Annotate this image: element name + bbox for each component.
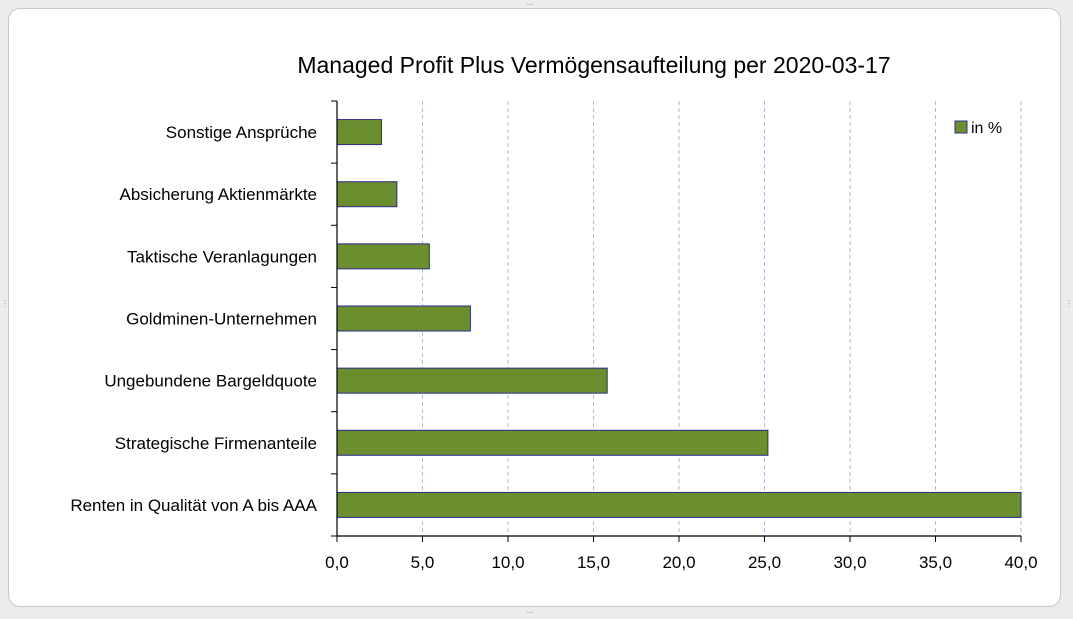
x-tick-label: 5,0 xyxy=(411,553,435,572)
resize-handle-left[interactable]: ⋮ xyxy=(1,299,9,308)
x-tick-label: 25,0 xyxy=(748,553,781,572)
category-label: Ungebundene Bargeldquote xyxy=(104,372,317,391)
x-tick-label: 40,0 xyxy=(1004,553,1037,572)
x-tick-label: 15,0 xyxy=(577,553,610,572)
x-tick-label: 20,0 xyxy=(662,553,695,572)
x-tick-label: 30,0 xyxy=(833,553,866,572)
bar xyxy=(336,429,769,456)
category-label: Goldminen-Unternehmen xyxy=(126,310,317,329)
bar xyxy=(336,243,430,270)
resize-handle-bottom[interactable]: ···· xyxy=(526,608,534,617)
x-tick-label: 35,0 xyxy=(919,553,952,572)
bar xyxy=(336,181,398,208)
bar xyxy=(336,305,471,332)
category-label: Renten in Qualität von A bis AAA xyxy=(70,496,317,515)
legend: in % xyxy=(954,120,1002,137)
resize-handle-right[interactable]: ⋮ xyxy=(1065,299,1073,308)
x-tick-label: 10,0 xyxy=(491,553,524,572)
axes xyxy=(331,100,1022,542)
category-label: Absicherung Aktienmärkte xyxy=(120,185,318,204)
bar xyxy=(336,491,1022,518)
legend-label: in % xyxy=(971,120,1002,137)
category-label: Taktische Veranlagungen xyxy=(127,247,317,266)
bar xyxy=(336,119,382,146)
category-label: Sonstige Ansprüche xyxy=(166,123,317,142)
gridlines xyxy=(422,101,1022,536)
tick-labels: 0,0 5,0 10,0 15,0 20,0 25,0 30,0 35,0 40,0 xyxy=(325,553,1037,572)
bar xyxy=(336,367,608,394)
x-tick-label: 0,0 xyxy=(325,553,349,572)
resize-handle-top[interactable]: ···· xyxy=(526,0,534,9)
category-labels: Sonstige Ansprüche Absicherung Aktienmärk… xyxy=(70,123,317,515)
category-label: Strategische Firmenanteile xyxy=(115,434,317,453)
chart-title: Managed Profit Plus Vermögensaufteilung … xyxy=(297,52,890,78)
legend-swatch xyxy=(954,120,968,134)
